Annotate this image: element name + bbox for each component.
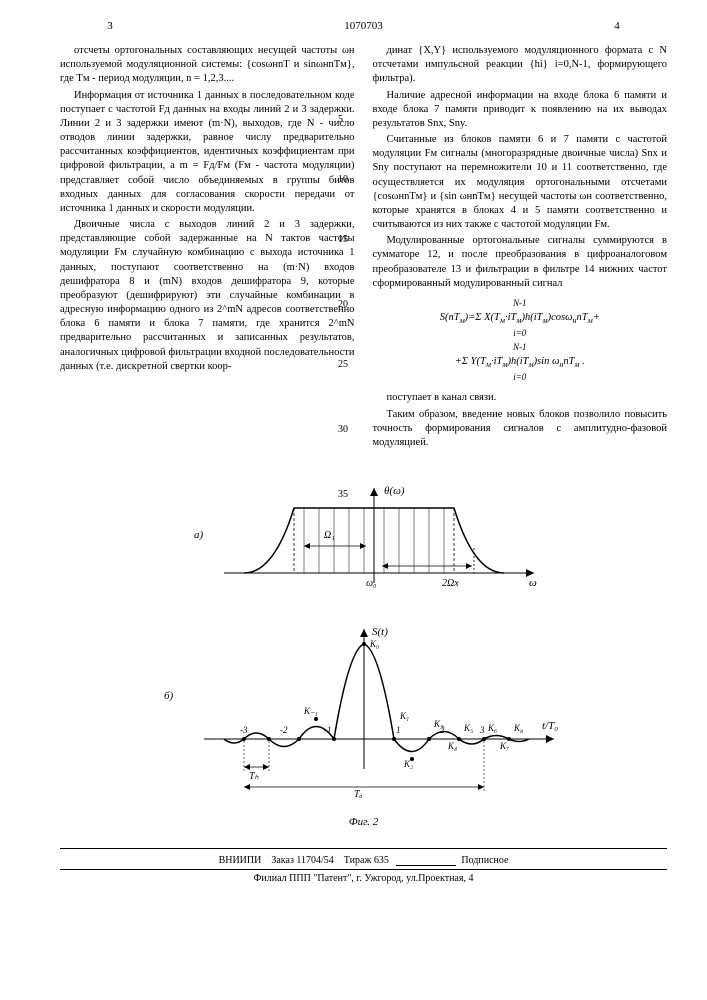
xt3: 3 <box>479 725 485 735</box>
ln25: 25 <box>338 360 348 370</box>
k4: K₄ <box>447 741 457 751</box>
ln20: 20 <box>338 300 348 310</box>
figure-b: б) -3 -2 -1 1 2 3 <box>144 619 584 799</box>
right-p3: Считанные из блоков памяти 6 и 7 памяти … <box>373 133 668 232</box>
footer-sub: Подписное <box>461 855 508 866</box>
left-p3: Двоичные числа с выходов линий 2 и 3 зад… <box>60 218 355 374</box>
right-p4: Модулированные ортогональные сигналы сум… <box>373 234 668 291</box>
k0: K₀ <box>369 639 379 649</box>
footer-line2: Филиал ППП "Патент", г. Ужгород, ул.Прое… <box>60 869 667 884</box>
left-column: отсчеты ортогональных составляющих несущ… <box>60 44 355 452</box>
right-p2: Наличие адресной информации на входе бло… <box>373 89 668 132</box>
right-p6: Таким образом, введение новых блоков поз… <box>373 408 668 451</box>
footer-order: Заказ 11704/54 <box>271 855 333 866</box>
footer-org: ВНИИПИ <box>219 855 262 866</box>
k1: K₁ <box>399 711 409 721</box>
k3: K₃ <box>433 719 443 729</box>
ln35: 35 <box>338 490 348 500</box>
xt1: 1 <box>396 725 401 735</box>
fig-a-label: а) <box>194 529 204 541</box>
xt-1: -1 <box>324 725 332 735</box>
text-columns: отсчеты ортогональных составляющих несущ… <box>60 44 667 452</box>
right-column: динат {X,Y} используемого модуляционного… <box>373 44 668 452</box>
page-num-right: 4 <box>567 20 667 32</box>
fig-b-th: Tₕ <box>249 771 260 782</box>
fig-a-xlabel: ω <box>529 577 537 589</box>
formula: N-1 S(nTм)=Σ X(Tм·iTм)h(iTм)cosωнnTм+ i=… <box>373 297 668 385</box>
ln30: 30 <box>338 425 348 435</box>
left-p1: отсчеты ортогональных составляющих несущ… <box>60 44 355 87</box>
patent-page: 3 1070703 4 отсчеты ортогональных состав… <box>0 0 707 906</box>
xt-2: -2 <box>280 725 288 735</box>
k6: K₆ <box>487 723 497 733</box>
right-p5: поступает в канал связи. <box>373 391 668 405</box>
ln5: 5 <box>338 115 343 125</box>
k-1: K₋₁ <box>303 706 318 716</box>
page-header: 3 1070703 4 <box>60 20 667 32</box>
figures-block: а) θ(ω) ω₀ 2Ωх <box>60 470 667 828</box>
k8: K₈ <box>513 723 523 733</box>
k5: K₅ <box>463 723 473 733</box>
footer-tirazh: Тираж 635 <box>344 855 389 866</box>
fig-b-xlabel: t/T₀ <box>542 720 558 732</box>
footer-line1: ВНИИПИ Заказ 11704/54 Тираж 635 Подписно… <box>60 855 667 866</box>
page-footer: ВНИИПИ Заказ 11704/54 Тираж 635 Подписно… <box>60 848 667 884</box>
page-num-left: 3 <box>60 20 160 32</box>
fig-a-omega0: ω₀ <box>366 578 377 589</box>
figure-a: а) θ(ω) ω₀ 2Ωх <box>174 478 554 598</box>
fig-b-ylabel: S(t) <box>372 626 388 638</box>
ln10: 10 <box>338 175 348 185</box>
k2: K₂ <box>403 759 413 769</box>
doc-number: 1070703 <box>160 20 567 32</box>
fig-b-ta: Tₐ <box>354 789 363 799</box>
footer-underline <box>396 865 456 866</box>
left-p2: Информация от источника 1 данных в после… <box>60 89 355 217</box>
k7: K₇ <box>499 741 509 751</box>
xt-3: -3 <box>240 725 248 735</box>
fig-b-label: б) <box>164 690 174 702</box>
fig-a-ylabel: θ(ω) <box>384 485 405 497</box>
fig-a-2omega: 2Ωх <box>442 578 459 589</box>
right-p1: динат {X,Y} используемого модуляционного… <box>373 44 668 87</box>
fig-a-omega1: Ω₁ <box>324 530 335 541</box>
ln15: 15 <box>338 235 348 245</box>
figure-caption: Фиг. 2 <box>60 816 667 828</box>
